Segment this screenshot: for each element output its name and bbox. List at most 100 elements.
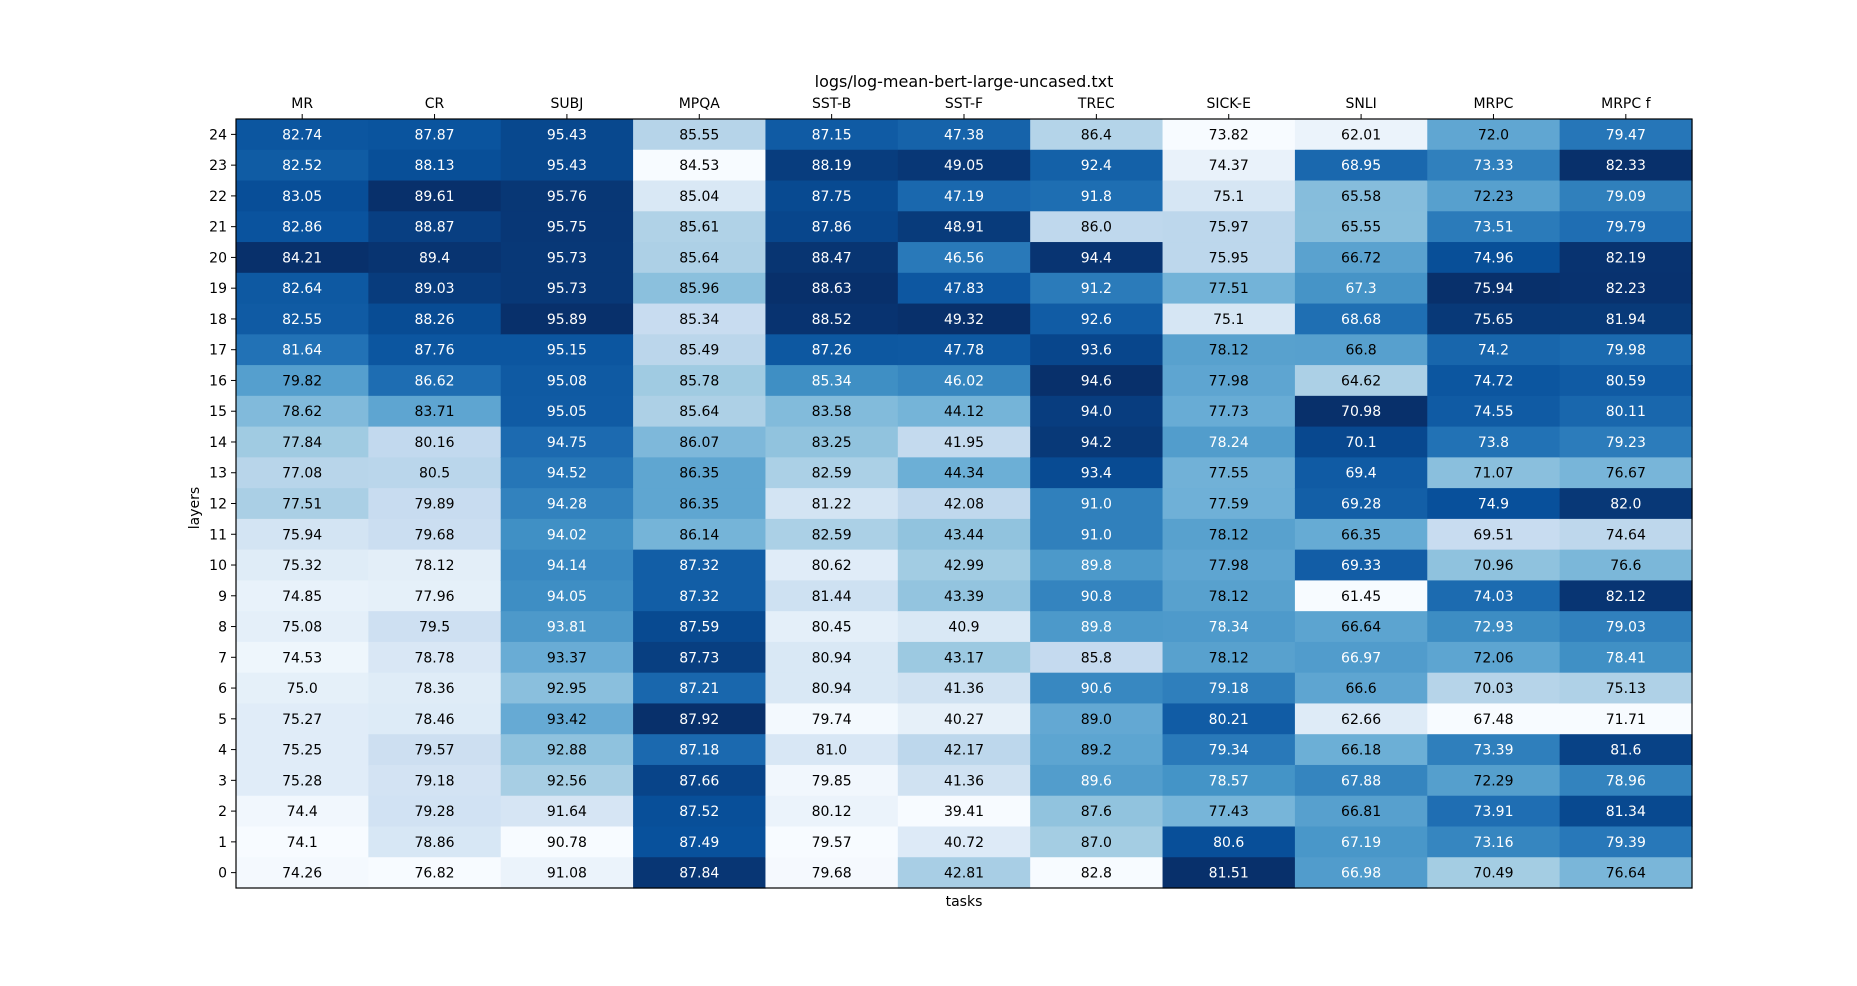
heatmap-cell (1427, 641, 1561, 674)
cell-value: 88.52 (812, 312, 852, 328)
cell-value: 80.94 (812, 681, 852, 697)
heatmap-cell (500, 641, 634, 674)
cell-value: 82.23 (1606, 281, 1646, 297)
cell-value: 79.85 (812, 773, 852, 789)
row-label: 8 (218, 620, 227, 636)
cell-value: 87.6 (1081, 804, 1112, 820)
heatmap-cell (633, 611, 767, 643)
heatmap-cell (1427, 488, 1561, 520)
heatmap-cell (633, 672, 767, 705)
cell-value: 92.88 (547, 743, 587, 759)
cell-value: 74.72 (1473, 373, 1513, 389)
cell-value: 79.34 (1209, 743, 1249, 759)
cell-value: 87.92 (679, 712, 719, 728)
cell-value: 95.43 (547, 127, 587, 143)
cell-value: 66.98 (1341, 866, 1381, 882)
cell-value: 78.12 (1209, 650, 1249, 666)
heatmap-cell (1030, 242, 1164, 274)
heatmap-cell (368, 672, 502, 705)
heatmap-cell (236, 734, 369, 766)
column-label: MRPC (1473, 96, 1513, 112)
cell-value: 41.36 (944, 681, 984, 697)
heatmap-cell (236, 303, 369, 335)
cell-value: 94.75 (547, 435, 587, 451)
heatmap-cell (1294, 180, 1428, 212)
heatmap-cell (500, 457, 634, 489)
heatmap-cell (1559, 518, 1693, 551)
cell-value: 81.34 (1606, 804, 1646, 820)
cell-value: 85.78 (679, 373, 719, 389)
cell-value: 48.91 (944, 220, 984, 236)
row-label: 12 (209, 497, 227, 513)
heatmap-cell (633, 365, 767, 397)
row-label: 20 (209, 250, 227, 266)
cell-value: 74.64 (1606, 527, 1646, 543)
cell-value: 70.98 (1341, 404, 1381, 420)
heatmap-cell (765, 734, 899, 766)
heatmap-cell (765, 426, 899, 458)
heatmap-cell (765, 211, 899, 243)
heatmap-cell (236, 457, 369, 489)
cell-value: 67.88 (1341, 773, 1381, 789)
heatmap-cell (368, 180, 502, 212)
heatmap-cell (368, 518, 502, 551)
heatmap-cell (897, 457, 1031, 489)
heatmap-cell (1030, 180, 1164, 212)
cell-value: 75.94 (282, 527, 322, 543)
cell-value: 78.12 (1209, 527, 1249, 543)
cell-value: 87.75 (812, 189, 852, 205)
heatmap-cell (1427, 764, 1561, 797)
cell-value: 82.8 (1081, 866, 1112, 882)
heatmap-cell (1030, 611, 1164, 643)
heatmap-cell (765, 857, 899, 889)
cell-value: 76.67 (1606, 466, 1646, 482)
cell-value: 66.64 (1341, 620, 1381, 636)
row-label: 14 (209, 435, 227, 451)
cell-value: 69.4 (1346, 466, 1377, 482)
cell-value: 86.62 (414, 373, 454, 389)
heatmap-cell (368, 857, 502, 889)
heatmap-cell (1294, 119, 1428, 151)
heatmap-cell (1294, 826, 1428, 858)
cell-value: 88.26 (414, 312, 454, 328)
heatmap-cell (1162, 426, 1296, 458)
heatmap-cell (236, 611, 369, 643)
heatmap-cell (633, 703, 767, 735)
cell-value: 79.82 (282, 373, 322, 389)
cell-value: 82.19 (1606, 250, 1646, 266)
row-label: 24 (209, 127, 227, 143)
heatmap-cell (897, 703, 1031, 735)
cell-value: 70.1 (1346, 435, 1377, 451)
plot-frame (235, 118, 1693, 889)
heatmap-cell (897, 549, 1031, 581)
cell-value: 89.61 (414, 189, 454, 205)
cell-value: 72.29 (1473, 773, 1513, 789)
cell-value: 67.19 (1341, 835, 1381, 851)
heatmap-cell (1030, 734, 1164, 766)
cell-value: 43.44 (944, 527, 984, 543)
row-label: 9 (218, 589, 227, 605)
cell-value: 71.71 (1606, 712, 1646, 728)
cell-value: 80.59 (1606, 373, 1646, 389)
cell-value: 79.89 (414, 497, 454, 513)
heatmap-cell (897, 764, 1031, 797)
cell-value: 87.18 (679, 743, 719, 759)
cell-value: 64.62 (1341, 373, 1381, 389)
cell-value: 95.73 (547, 281, 587, 297)
cell-value: 40.72 (944, 835, 984, 851)
heatmap-cell (633, 211, 767, 243)
heatmap-cell (236, 580, 369, 612)
heatmap-cell (500, 611, 634, 643)
row-label: 3 (218, 773, 227, 789)
heatmap-cell (1294, 272, 1428, 305)
heatmap-cell (765, 488, 899, 520)
cell-value: 86.4 (1081, 127, 1112, 143)
heatmap-cell (236, 826, 369, 858)
heatmap-cell (368, 272, 502, 305)
heatmap-cell (1559, 826, 1693, 858)
cell-value: 85.96 (679, 281, 719, 297)
cell-value: 68.68 (1341, 312, 1381, 328)
heatmap-cell (897, 611, 1031, 643)
cell-value: 66.81 (1341, 804, 1381, 820)
heatmap-cell (1294, 734, 1428, 766)
